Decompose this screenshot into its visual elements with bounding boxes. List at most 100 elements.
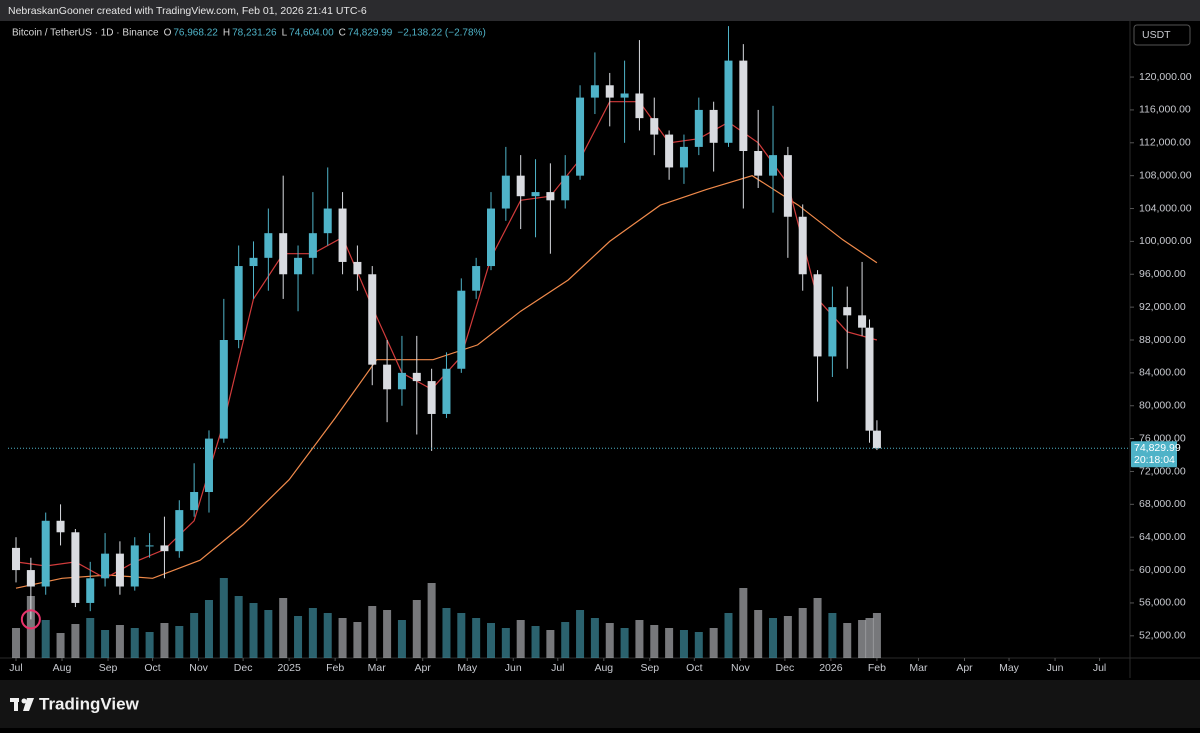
candle-body [12, 547, 21, 571]
candle-body [872, 430, 881, 449]
x-tick-label: 2025 [277, 662, 301, 674]
y-tick-label: 68,000.00 [1139, 498, 1186, 510]
volume-bar [754, 610, 763, 658]
x-tick-label: Oct [144, 662, 160, 674]
candle-body [101, 553, 110, 579]
candle-body [472, 266, 481, 291]
x-tick-label: Jun [1047, 662, 1064, 674]
change: −2,138.22 (−2.78%) [397, 28, 485, 39]
candle-body [739, 60, 748, 152]
x-tick-label: Sep [99, 662, 118, 674]
footer [0, 680, 1200, 728]
watermark-bar [0, 0, 1200, 21]
candle-body [828, 307, 837, 357]
last-price: 74,829.99 [1134, 442, 1181, 454]
candle-body [234, 266, 243, 340]
x-tick-label: Apr [415, 662, 432, 674]
volume-bar [412, 600, 421, 658]
volume-bar [12, 628, 21, 658]
volume-bar [234, 596, 243, 658]
volume-bar [442, 608, 451, 658]
volume-bar [383, 610, 392, 658]
legend-header: Bitcoin / TetherUS · 1D · Binance O 76,968… [12, 28, 486, 39]
volume-bar [323, 613, 332, 658]
volume-bar [679, 630, 688, 658]
volume-bar [130, 628, 139, 658]
volume-bar [724, 613, 733, 658]
candle-body [858, 315, 867, 328]
y-tick-label: 52,000.00 [1139, 630, 1186, 642]
candle-body [130, 545, 139, 587]
candle-body [783, 155, 792, 217]
volume-bar [264, 610, 273, 658]
volume-bar [71, 624, 80, 658]
candle-body [650, 118, 659, 135]
volume-bar [26, 596, 35, 658]
x-tick-label: Apr [956, 662, 973, 674]
candle-body [442, 368, 451, 414]
volume-bar [516, 620, 525, 658]
x-tick-label: Dec [776, 662, 795, 674]
candle-body [798, 216, 807, 275]
ohlc-label: H [223, 28, 230, 39]
candle-body [865, 327, 874, 431]
volume-bar [457, 613, 466, 658]
volume-bar [175, 626, 184, 658]
currency-box[interactable] [1133, 24, 1191, 46]
volume-bar [769, 618, 778, 658]
y-tick-label: 84,000.00 [1139, 367, 1186, 379]
volume-bar [665, 628, 674, 658]
logo-shape [23, 698, 34, 711]
x-tick-label: Jul [551, 662, 564, 674]
candle-body [665, 134, 674, 168]
x-tick-label: Aug [594, 662, 613, 674]
candle-body [635, 93, 644, 119]
volume-bar [219, 578, 228, 658]
x-tick-label: Mar [368, 662, 387, 674]
volume-bar [145, 632, 154, 658]
volume-bar [368, 606, 377, 658]
volume-bar [590, 618, 599, 658]
volume-bar [709, 628, 718, 658]
countdown: 20:18:04 [1134, 454, 1175, 466]
candle-body [501, 175, 510, 209]
logo-shape [14, 698, 18, 711]
candle-body [590, 85, 599, 98]
candle-body [323, 208, 332, 234]
candle-body [813, 274, 822, 357]
candle-body [219, 340, 228, 439]
volume-bar [576, 610, 585, 658]
x-tick-label: Dec [234, 662, 253, 674]
volume-bar [813, 598, 822, 658]
ohlc-label: O [164, 28, 172, 39]
volume-bar [397, 620, 406, 658]
candle-body [531, 192, 540, 197]
y-tick-label: 100,000.00 [1139, 235, 1192, 247]
volume-bar [635, 620, 644, 658]
candle-body [249, 257, 258, 267]
candle-body [160, 545, 169, 552]
candle-body [769, 155, 778, 176]
brand: TradingView [39, 694, 140, 713]
volume-bar [338, 618, 347, 658]
volume-bar [605, 623, 614, 658]
volume-bar [353, 622, 362, 658]
y-tick-label: 120,000.00 [1139, 71, 1192, 83]
volume-bar [101, 630, 110, 658]
candle-body [279, 233, 288, 275]
volume-bar [620, 628, 629, 658]
ohlc-label: L [282, 28, 288, 39]
candle-body [397, 372, 406, 390]
y-tick-label: 80,000.00 [1139, 400, 1186, 412]
volume-bar [115, 625, 124, 658]
y-tick-label: 88,000.00 [1139, 334, 1186, 346]
currency: USDT [1142, 29, 1171, 41]
candle-body [204, 438, 213, 493]
y-tick-label: 60,000.00 [1139, 564, 1186, 576]
candle-body [516, 175, 525, 197]
candle-body [561, 175, 570, 201]
watermark: NebraskanGooner created with TradingView… [8, 5, 367, 17]
x-tick-label: Jul [9, 662, 22, 674]
x-tick-label: Feb [326, 662, 344, 674]
